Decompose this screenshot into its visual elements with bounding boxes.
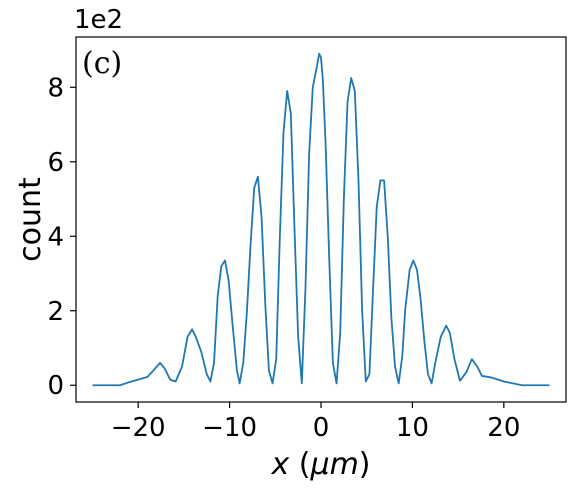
plot-area (92, 52, 550, 387)
x-tick-label: 10 (396, 413, 429, 443)
plot-frame (75, 36, 567, 403)
y-tick-label: 2 (47, 297, 64, 327)
x-tick-label: 0 (313, 413, 330, 443)
y-axis-offset-label: 1e2 (74, 5, 123, 35)
panel-label: (c) (82, 46, 122, 81)
y-tick-label: 8 (47, 73, 64, 103)
series-line-0 (92, 52, 550, 387)
x-tick-label: −10 (202, 413, 257, 443)
y-tick-label: 4 (47, 222, 64, 252)
y-tick-label: 0 (47, 371, 64, 401)
x-tick-label: 20 (487, 413, 520, 443)
x-axis: −20 −10 0 10 20 (111, 402, 520, 443)
x-tick-label: −20 (111, 413, 166, 443)
x-axis-label: x (μm) (270, 447, 370, 482)
y-tick-label: 6 (47, 148, 64, 178)
y-axis: 0 2 4 6 8 (47, 73, 76, 401)
y-axis-label: count (13, 177, 48, 262)
